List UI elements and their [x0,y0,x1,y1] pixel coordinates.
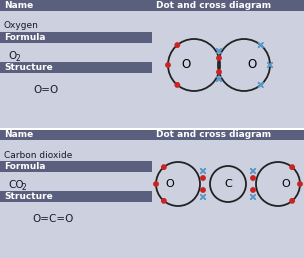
Text: Dot and cross diagram: Dot and cross diagram [156,1,271,10]
Text: O: O [181,59,191,71]
Text: Structure: Structure [4,63,53,72]
Circle shape [217,56,221,60]
Circle shape [175,83,179,87]
Text: Formula: Formula [4,162,46,171]
Text: O: O [166,179,174,189]
Circle shape [290,199,294,203]
Bar [0,191,152,202]
Text: Structure: Structure [4,192,53,201]
Text: 2: 2 [16,54,21,63]
Text: Name: Name [4,1,33,10]
Bar [0,0,304,11]
Text: 2: 2 [22,183,27,192]
Text: O: O [247,59,257,71]
Bar [0,62,152,73]
Text: Dot and cross diagram: Dot and cross diagram [156,130,271,139]
Circle shape [217,70,221,74]
Circle shape [298,182,302,186]
Circle shape [166,63,170,67]
Text: O=C=O: O=C=O [33,214,74,224]
Text: Oxygen: Oxygen [4,21,39,30]
Circle shape [251,176,255,180]
Text: O: O [282,179,290,189]
Text: O: O [8,51,16,61]
Circle shape [162,165,166,169]
Text: Formula: Formula [4,33,46,42]
Text: Name: Name [4,130,33,139]
Text: CO: CO [8,180,24,190]
Circle shape [162,199,166,203]
Circle shape [290,165,294,169]
Bar [0,161,152,172]
Circle shape [201,176,205,180]
Circle shape [154,182,158,186]
Text: O=O: O=O [33,85,58,95]
Bar [0,129,304,140]
Bar [0,32,152,43]
Circle shape [251,188,255,192]
Circle shape [175,43,179,47]
Bar [0,128,304,130]
Text: C: C [224,179,232,189]
Circle shape [201,188,205,192]
Text: Carbon dioxide: Carbon dioxide [4,150,72,159]
